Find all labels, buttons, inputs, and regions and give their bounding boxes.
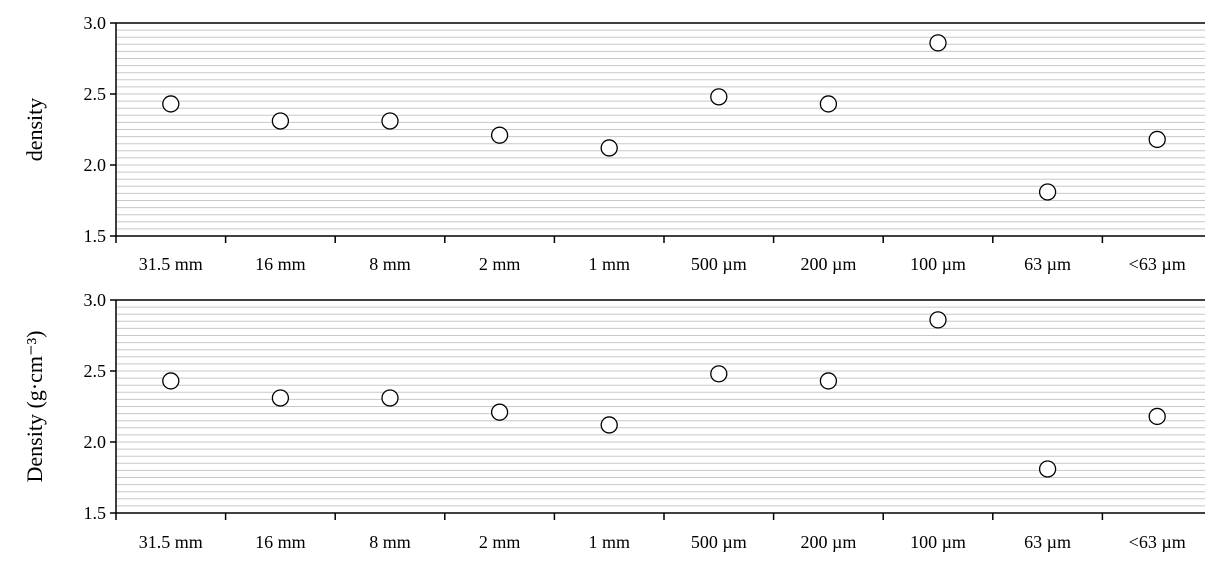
data-point <box>710 88 728 106</box>
x-tick-label: 2 mm <box>479 254 521 274</box>
y-tick-label: 3.0 <box>84 13 107 33</box>
data-point <box>710 365 728 383</box>
data-point <box>271 112 290 130</box>
data-point <box>1148 130 1166 149</box>
x-tick-label: 8 mm <box>369 254 411 274</box>
data-point <box>381 112 399 130</box>
x-tick-label: 63 µm <box>1024 254 1071 274</box>
x-tick-label: 200 µm <box>800 532 856 552</box>
data-point <box>271 389 290 407</box>
x-tick-label: 500 µm <box>691 532 747 552</box>
x-tick-label: 16 mm <box>255 532 306 552</box>
data-point <box>490 126 509 144</box>
data-point <box>162 372 180 390</box>
x-tick-label: 31.5 mm <box>139 532 203 552</box>
x-tick-label: <63 µm <box>1129 254 1186 274</box>
x-tick-label: 8 mm <box>369 532 411 552</box>
data-point <box>1038 460 1057 478</box>
y-tick-label: 2.0 <box>84 432 107 452</box>
data-point <box>600 416 618 434</box>
data-point <box>819 95 838 113</box>
data-point <box>929 34 947 52</box>
data-point <box>929 311 947 329</box>
x-tick-label: 200 µm <box>800 254 856 274</box>
data-point <box>381 389 399 407</box>
x-tick-label: 1 mm <box>588 254 630 274</box>
y-tick-label: 2.5 <box>84 361 107 381</box>
data-point <box>819 372 838 390</box>
y-tick-label: 2.0 <box>84 155 107 175</box>
y-axis-title: Density (g·cm⁻³) <box>22 330 47 482</box>
x-tick-label: 2 mm <box>479 532 521 552</box>
x-tick-label: 100 µm <box>910 532 966 552</box>
x-tick-label: 100 µm <box>910 254 966 274</box>
y-axis-title: density <box>22 98 47 162</box>
data-point <box>162 95 180 113</box>
x-tick-label: 63 µm <box>1024 532 1071 552</box>
panel-2: 1.5 2.0 2.5 3.0 31.5 mm 16 mm 8 mm 2 mm 1 mm 500 … <box>22 290 1205 552</box>
x-tick-label: 1 mm <box>588 532 630 552</box>
x-tick-label: 500 µm <box>691 254 747 274</box>
data-point <box>1148 407 1166 426</box>
y-tick-label: 2.5 <box>84 84 107 104</box>
x-tick-label: 31.5 mm <box>139 254 203 274</box>
y-tick-label: 1.5 <box>84 503 107 523</box>
panel-1: 1.5 2.0 2.5 3.0 31.5 mm 16 mm 8 mm 2 mm 1 mm 500 … <box>22 13 1205 274</box>
y-tick-label: 1.5 <box>84 226 107 246</box>
x-tick-label: 16 mm <box>255 254 306 274</box>
data-point <box>600 139 618 157</box>
x-tick-label: <63 µm <box>1129 532 1186 552</box>
data-point <box>490 403 509 421</box>
data-point <box>1038 183 1057 201</box>
y-tick-label: 3.0 <box>84 290 107 310</box>
